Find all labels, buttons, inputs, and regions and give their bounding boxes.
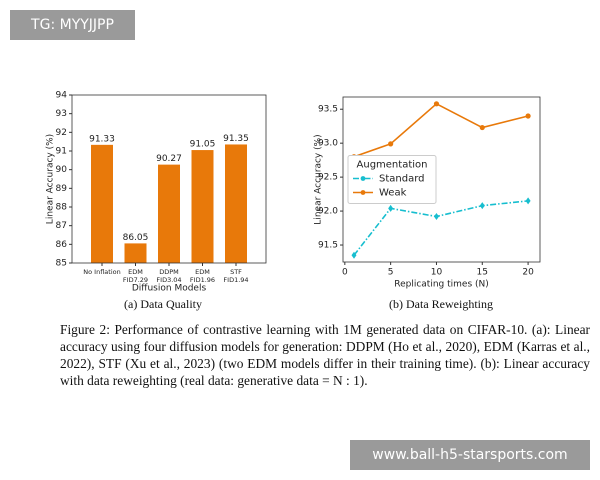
value-label: 90.27	[156, 154, 182, 164]
x-tick-label: FID1.96	[190, 276, 215, 284]
legend-marker	[360, 190, 366, 195]
x-tick-label: 10	[431, 268, 443, 278]
x-tick-label: FID1.94	[223, 276, 248, 284]
legend-box	[347, 155, 437, 204]
x-tick-label: FID7.29	[123, 276, 148, 284]
y-tick-label: 86	[56, 240, 68, 250]
bar	[158, 164, 180, 263]
x-tick-label: 0	[342, 268, 348, 278]
y-tick-label: 89	[56, 184, 68, 194]
y-tick-label: 93	[56, 109, 67, 119]
bar	[91, 144, 113, 263]
series-line	[353, 102, 529, 158]
y-tick-label: 85	[56, 259, 67, 269]
y-tick-label: 90	[56, 165, 68, 175]
figure-caption: Figure 2: Performance of contrastive lea…	[60, 322, 590, 388]
watermark: TG: MYYJJPP	[10, 10, 135, 40]
x-tick-label: 15	[477, 268, 488, 278]
marker	[525, 113, 531, 119]
legend-label: Standard	[379, 174, 425, 185]
y-axis-label: Linear Accuracy (%)	[46, 134, 56, 224]
y-tick-label: 92.5	[318, 173, 338, 183]
y-tick-label: 92.0	[318, 207, 338, 217]
marker	[388, 204, 394, 212]
bar	[124, 243, 147, 263]
y-tick-label: 88	[56, 203, 68, 213]
legend-marker	[360, 176, 366, 181]
marker	[388, 141, 394, 147]
watermark: www.ball-h5-starsports.com	[350, 440, 590, 470]
marker	[525, 197, 531, 205]
value-label: 91.05	[190, 140, 216, 150]
y-tick-label: 87	[56, 221, 67, 231]
y-tick-label: 94	[56, 91, 68, 101]
x-tick-label: EDM	[195, 268, 210, 276]
subcaption: (a) Data Quality	[124, 297, 202, 311]
x-axis-label: Replicating times (N)	[394, 280, 489, 290]
x-tick-label: DDPM	[159, 268, 179, 276]
x-axis-label: Diffusion Models	[132, 284, 207, 294]
value-label: 91.35	[223, 134, 249, 144]
axes-frame	[71, 94, 267, 264]
bar	[225, 144, 247, 263]
y-axis-label: Linear Accuracy (%)	[314, 134, 324, 224]
y-tick-label: 93.5	[318, 105, 338, 115]
x-tick-label: STF	[230, 268, 242, 276]
marker	[351, 251, 357, 259]
x-tick-label: 20	[522, 268, 534, 278]
y-tick-label: 92	[56, 128, 67, 138]
x-tick-label: FID3.04	[156, 276, 181, 284]
y-tick-label: 93.0	[318, 139, 338, 149]
x-tick-label: EDM	[128, 268, 143, 276]
marker	[479, 124, 485, 131]
marker	[433, 101, 440, 107]
legend-label: Weak	[379, 188, 407, 199]
value-label: 86.05	[123, 233, 149, 243]
marker	[479, 202, 485, 210]
y-tick-label: 91.5	[318, 241, 338, 251]
legend-title: Augmentation	[357, 160, 428, 171]
x-tick-label: No Inflation	[83, 268, 120, 276]
y-tick-label: 91	[56, 147, 67, 157]
axes-frame	[342, 96, 541, 263]
marker	[433, 213, 439, 221]
x-tick-label: 5	[388, 268, 394, 278]
series-line	[353, 200, 529, 256]
value-label: 91.33	[89, 134, 115, 144]
bar	[191, 150, 214, 263]
subcaption: (b) Data Reweighting	[389, 297, 493, 311]
